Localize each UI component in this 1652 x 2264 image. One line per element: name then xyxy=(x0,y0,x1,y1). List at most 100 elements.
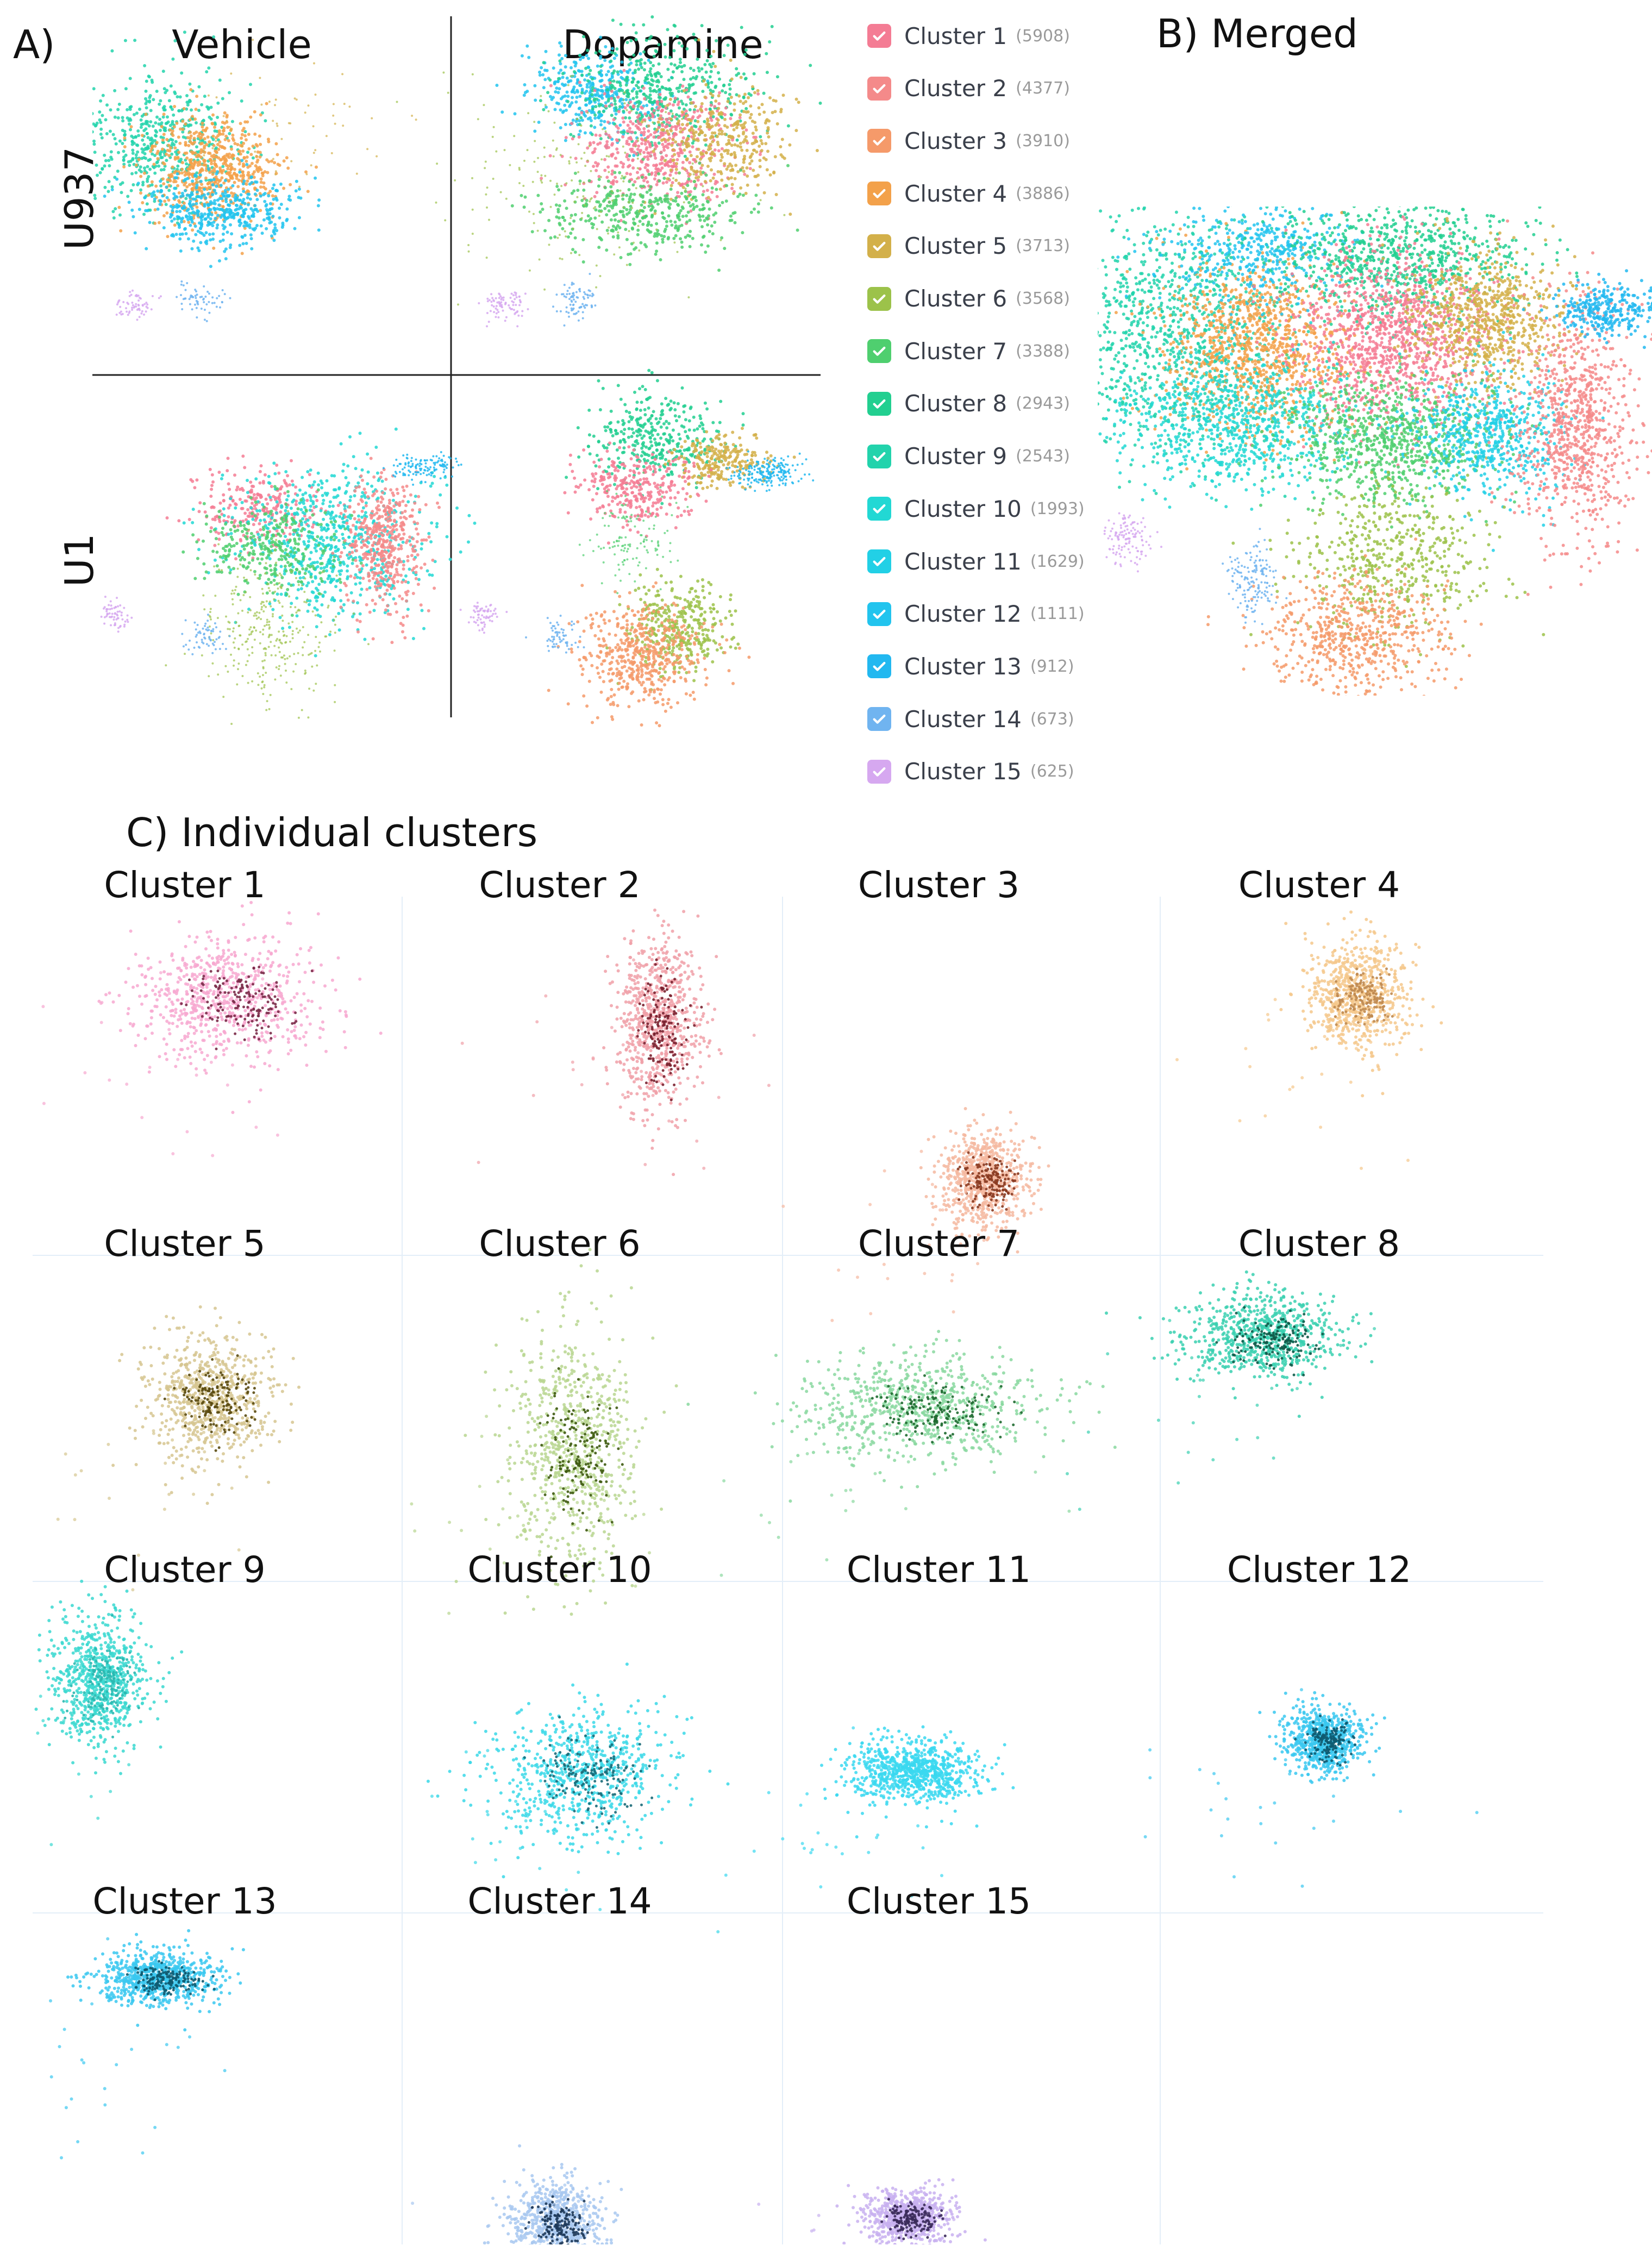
cluster-title: Cluster 7 xyxy=(765,1223,1113,1265)
check-icon[interactable] xyxy=(867,24,891,48)
legend-count: (912) xyxy=(1030,657,1074,676)
cluster-6-highlight-cells xyxy=(539,1367,624,1559)
u937-vehicle-cluster-15 xyxy=(115,289,162,321)
cluster-title: Cluster 12 xyxy=(1146,1549,1493,1591)
cluster-9-outlier-cells xyxy=(36,1652,145,1847)
merged-cluster-12 xyxy=(1116,207,1384,351)
cluster-title: Cluster 11 xyxy=(765,1549,1113,1591)
merged-cluster-3 xyxy=(1206,537,1483,696)
cluster-2-highlight-cells xyxy=(636,958,703,1102)
u937-vehicle-cluster-14 xyxy=(176,280,231,322)
legend-item[interactable]: Cluster 9 (2543) xyxy=(867,437,1070,476)
check-icon[interactable] xyxy=(867,76,891,101)
cluster-title: Cluster 1 xyxy=(11,864,359,906)
legend-label: Cluster 11 xyxy=(904,548,1022,575)
u937-dopamine-cluster-8 xyxy=(539,15,822,158)
cluster-13-outlier-cells xyxy=(49,1937,227,2160)
legend-item[interactable]: Cluster 8 (2943) xyxy=(867,384,1070,423)
legend-label: Cluster 4 xyxy=(904,180,1007,207)
legend-count: (5908) xyxy=(1016,27,1070,46)
u937-dopamine-cluster-5 xyxy=(640,38,819,216)
cluster-4-cells xyxy=(1279,910,1443,1098)
cluster-title: Cluster 4 xyxy=(1146,864,1493,906)
merged-cluster-14 xyxy=(1222,528,1288,626)
legend-item[interactable]: Cluster 2 (4377) xyxy=(867,69,1070,108)
cluster-7-outlier-cells xyxy=(719,1400,1071,1577)
legend-item[interactable]: Cluster 13 (912) xyxy=(867,647,1074,686)
legend-item[interactable]: Cluster 6 (3568) xyxy=(867,279,1070,318)
legend-item[interactable]: Cluster 4 (3886) xyxy=(867,174,1070,213)
legend-item[interactable]: Cluster 14 (673) xyxy=(867,699,1074,739)
u1-dopamine-cluster-14 xyxy=(525,615,585,654)
check-icon[interactable] xyxy=(867,129,891,153)
check-icon[interactable] xyxy=(867,707,891,731)
check-icon[interactable] xyxy=(867,182,891,206)
cluster-15-cells xyxy=(835,2178,987,2244)
u937-dopamine-cluster-15 xyxy=(478,291,529,328)
check-icon[interactable] xyxy=(867,286,891,311)
legend-label: Cluster 1 xyxy=(904,23,1007,49)
cluster-8-outlier-cells xyxy=(1066,1318,1376,1511)
check-icon[interactable] xyxy=(867,549,891,573)
cluster-1-outlier-cells xyxy=(41,971,279,1158)
cluster-15-outlier-cells xyxy=(757,2203,956,2243)
panel-a-umap-grid xyxy=(92,15,822,728)
legend-label: Cluster 14 xyxy=(904,706,1022,733)
legend-count: (3910) xyxy=(1016,132,1070,151)
u1-vehicle-cluster-14 xyxy=(181,614,231,655)
check-icon[interactable] xyxy=(867,339,891,364)
cluster-5-cells xyxy=(111,1305,301,1505)
cluster-10-highlight-cells xyxy=(523,1716,654,1829)
legend-label: Cluster 12 xyxy=(904,601,1022,627)
check-icon[interactable] xyxy=(867,234,891,258)
legend-item[interactable]: Cluster 5 (3713) xyxy=(867,227,1070,266)
legend-item[interactable]: Cluster 1 (5908) xyxy=(867,16,1070,55)
cluster-14-highlight-cells xyxy=(524,2195,589,2244)
cluster-11-highlight-cells xyxy=(862,1750,983,1799)
cluster-2-outlier-cells xyxy=(460,958,771,1170)
u1-dopamine-cluster-3 xyxy=(547,581,751,728)
cluster-title: Cluster 13 xyxy=(11,1880,359,1922)
u1-vehicle-cluster-15 xyxy=(100,596,133,633)
merged-cluster-2 xyxy=(1470,219,1652,596)
legend-item[interactable]: Cluster 12 (1111) xyxy=(867,595,1085,634)
u1-dopamine-cluster-7 xyxy=(578,471,689,595)
legend-count: (3388) xyxy=(1016,342,1070,361)
cluster-12-highlight-cells xyxy=(1294,1715,1356,1767)
cluster-10-cells xyxy=(426,1662,730,1879)
legend-label: Cluster 3 xyxy=(904,128,1007,154)
legend-item[interactable]: Cluster 7 (3388) xyxy=(867,332,1070,371)
u1-dopamine-cluster-15 xyxy=(459,602,508,634)
check-icon[interactable] xyxy=(867,391,891,416)
cluster-14-outlier-cells xyxy=(411,2183,587,2231)
legend-count: (2543) xyxy=(1016,447,1070,466)
check-icon[interactable] xyxy=(867,602,891,626)
legend-item[interactable]: Cluster 3 (3910) xyxy=(867,121,1070,160)
cluster-3-outlier-cells xyxy=(781,1149,986,1322)
legend-count: (3568) xyxy=(1016,289,1070,308)
cluster-title: Cluster 14 xyxy=(386,1880,734,1922)
legend-label: Cluster 6 xyxy=(904,285,1007,312)
cluster-1-highlight-cells xyxy=(180,966,314,1050)
legend-label: Cluster 15 xyxy=(904,758,1022,785)
check-icon[interactable] xyxy=(867,654,891,679)
u1-dopamine-cluster-13 xyxy=(725,450,815,492)
merged-cluster-15 xyxy=(1103,512,1162,573)
cluster-8-cells xyxy=(1105,1270,1374,1418)
cluster-3-highlight-cells xyxy=(956,1151,1019,1212)
u937-vehicle-cluster-5 xyxy=(187,39,417,197)
u1-vehicle-cluster-7 xyxy=(182,485,363,617)
cluster-title: Cluster 6 xyxy=(386,1223,734,1265)
legend-count: (3886) xyxy=(1016,184,1070,203)
u937-dopamine-cluster-14 xyxy=(552,273,597,327)
check-icon[interactable] xyxy=(867,497,891,521)
cluster-7-highlight-cells xyxy=(871,1374,1023,1444)
legend-item[interactable]: Cluster 10 (1993) xyxy=(867,489,1085,528)
legend-item[interactable]: Cluster 15 (625) xyxy=(867,752,1074,791)
u1-vehicle-cluster-2 xyxy=(331,456,441,645)
cluster-title: Cluster 8 xyxy=(1146,1223,1493,1265)
col-title-vehicle: Vehicle xyxy=(52,22,432,67)
check-icon[interactable] xyxy=(867,759,891,784)
check-icon[interactable] xyxy=(867,444,891,468)
legend-item[interactable]: Cluster 11 (1629) xyxy=(867,542,1085,581)
